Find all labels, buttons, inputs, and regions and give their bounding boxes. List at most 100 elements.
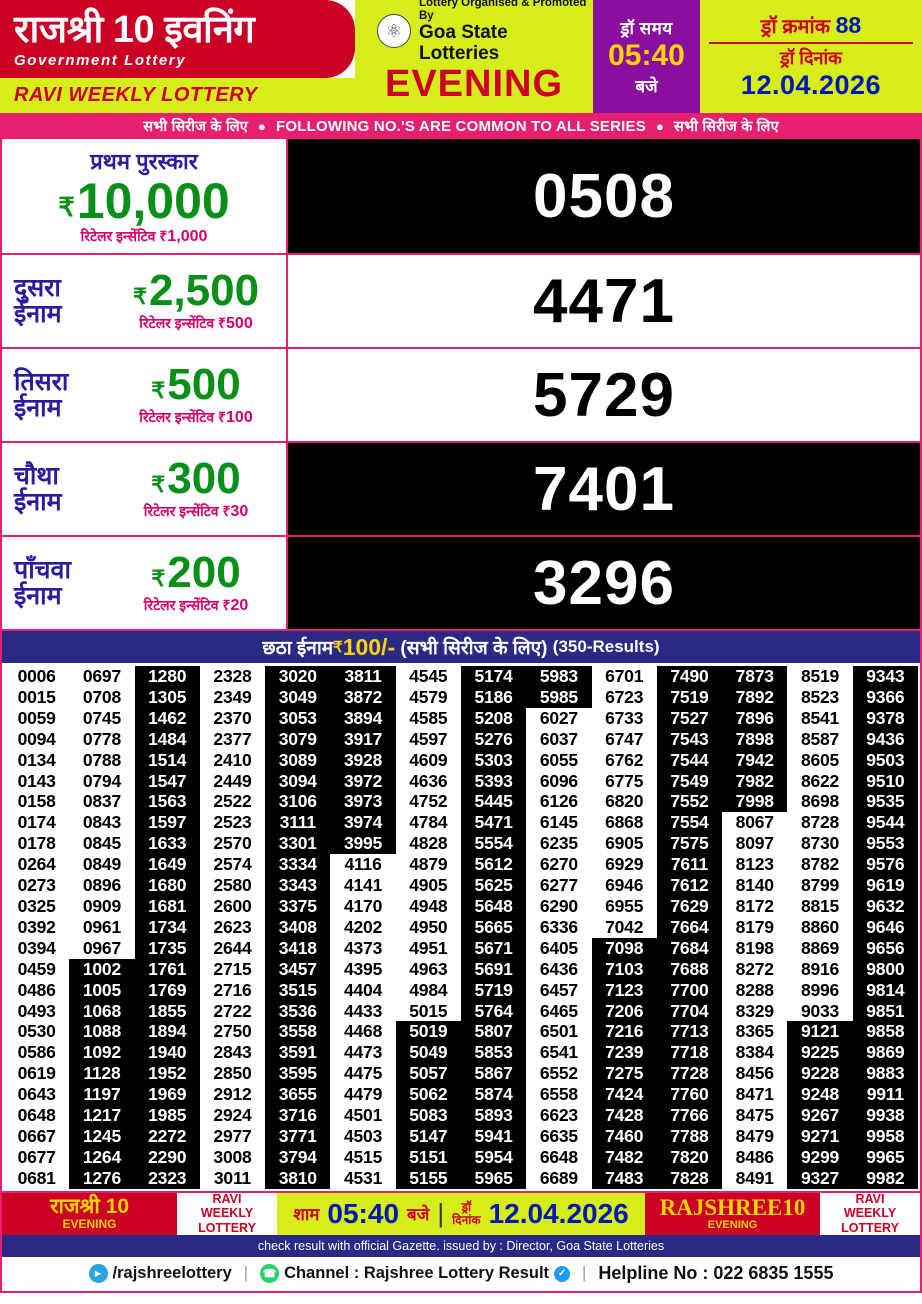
grid-number: 2600 xyxy=(199,895,266,917)
grid-number: 0493 xyxy=(4,1000,70,1022)
grid-number: 9267 xyxy=(787,1105,853,1126)
grid-number: 6868 xyxy=(591,812,657,834)
grid-number: 5083 xyxy=(395,1105,461,1126)
incentive-value: 100 xyxy=(226,409,253,426)
grid-number: 1940 xyxy=(134,1042,200,1064)
grid-number: 2644 xyxy=(199,937,266,959)
footer-date: 12.04.2026 xyxy=(488,1197,629,1229)
grid-number: 4170 xyxy=(330,895,396,917)
rupee-icon: ₹ xyxy=(333,639,343,656)
grid-number: 3053 xyxy=(265,707,331,729)
grid-number: 8491 xyxy=(722,1167,788,1189)
grid-number: 1633 xyxy=(134,833,200,855)
grid-number: 9632 xyxy=(852,895,918,917)
prize-row-fourth: चौथा ईनाम ₹300 रिटेलर इन्सेंटिव ₹30 xyxy=(2,443,920,537)
rupee-icon: ₹ xyxy=(151,566,166,591)
grid-number: 4475 xyxy=(330,1063,396,1085)
grid-number: 1197 xyxy=(69,1084,135,1106)
grid-number: 8140 xyxy=(722,875,788,896)
incentive-label: रिटेलर इन्सेंटिव xyxy=(139,315,215,331)
table-row: 0677 1264 2290 3008 3794 4515 5151 5954 6648 7482… xyxy=(4,1146,918,1168)
gazette-note: check result with official Gazette. issu… xyxy=(2,1234,920,1257)
grid-number: 5147 xyxy=(395,1125,461,1147)
grid-number: 7042 xyxy=(591,916,657,938)
grid-number: 6465 xyxy=(526,1000,592,1022)
grid-number: 9366 xyxy=(852,686,918,708)
grid-number: 1761 xyxy=(134,958,200,980)
grid-number: 9228 xyxy=(787,1063,853,1085)
grid-number: 0778 xyxy=(69,728,135,750)
grid-number: 8799 xyxy=(787,875,853,896)
grid-number: 7664 xyxy=(656,916,723,938)
grid-number: 5186 xyxy=(460,686,527,708)
prize-row-fifth: पाँचवा ईनाम ₹200 रिटेलर इन्सेंटिव ₹20 xyxy=(2,537,920,629)
grid-number: 7688 xyxy=(656,958,723,980)
draw-time-suffix: बजे xyxy=(635,76,658,96)
grid-number: 1217 xyxy=(69,1105,135,1126)
grid-number: 4531 xyxy=(330,1167,396,1189)
prize-amount: ₹10,000 xyxy=(58,176,229,226)
grid-number: 8860 xyxy=(787,916,853,938)
table-row: 0643 1197 1969 2912 3655 4479 5062 5874 6558 7424… xyxy=(4,1084,918,1106)
table-row: 0530 1088 1894 2750 3558 4468 5019 5807 6501 7216… xyxy=(4,1021,918,1043)
grid-number: 8172 xyxy=(722,895,788,917)
grid-number: 8523 xyxy=(787,686,853,708)
whatsapp-channel-link[interactable]: ☎ Channel : Rajshree Lottery Result ✓ xyxy=(260,1264,571,1284)
number-table: 0006 0697 1280 2328 3020 3811 4545 5174 5983 6701… xyxy=(4,666,918,1189)
grid-number: 4752 xyxy=(395,791,461,813)
grid-number: 3771 xyxy=(265,1125,331,1147)
grid-number: 5983 xyxy=(526,666,592,687)
prize-amount: ₹500 xyxy=(151,363,240,407)
grid-number: 1735 xyxy=(134,937,200,959)
telegram-link[interactable]: ► /rajshreelottery xyxy=(88,1264,232,1284)
rupee-icon: ₹ xyxy=(218,315,227,331)
grid-number: 1276 xyxy=(69,1167,135,1189)
grid-number: 2349 xyxy=(199,686,266,708)
grid-number: 7490 xyxy=(656,666,723,687)
table-row: 0325 0909 1681 2600 3375 4170 4948 5648 6290 6955… xyxy=(4,895,918,917)
grid-number: 1280 xyxy=(134,666,200,687)
footer-brand2-title: RAJSHREE10 xyxy=(659,1195,806,1221)
grid-number: 3301 xyxy=(265,833,331,855)
draw-time-value: 05:40 xyxy=(608,39,685,73)
grid-number: 9982 xyxy=(852,1167,918,1189)
footer-brand-left: राजश्री 10 EVENING xyxy=(2,1192,177,1235)
winning-number-cell: 7401 xyxy=(288,443,920,535)
draw-number-row: ड्रॉ क्रमांक 88 xyxy=(761,12,861,39)
grid-number: 2290 xyxy=(134,1146,200,1168)
table-row: 0178 0845 1633 2570 3301 3995 4828 5554 6235 6905… xyxy=(4,833,918,855)
grid-number: 2323 xyxy=(134,1167,200,1189)
grid-number: 1985 xyxy=(134,1105,200,1126)
rupee-icon: ₹ xyxy=(151,472,166,497)
grid-number: 5174 xyxy=(460,666,527,687)
grid-number: 3020 xyxy=(265,666,331,687)
grid-number: 5276 xyxy=(460,728,527,750)
incentive-label: रिटेलर इन्सेंटिव xyxy=(80,228,156,244)
grid-number: 0015 xyxy=(4,686,70,708)
winning-number-cell: 5729 xyxy=(288,349,920,441)
results-word: Results xyxy=(592,637,654,656)
grid-number: 2574 xyxy=(199,854,266,876)
grid-number: 4905 xyxy=(395,875,461,896)
prize-name: चौथा ईनाम xyxy=(8,462,112,516)
grid-number: 0586 xyxy=(4,1042,70,1064)
prize-name-line2: ईनाम xyxy=(14,488,62,516)
grid-number: 1264 xyxy=(69,1146,135,1168)
grid-number: 6946 xyxy=(591,875,657,896)
prize-table: प्रथम पुरस्कार ₹10,000 रिटेलर इन्सेंटिव … xyxy=(0,139,922,631)
prize-row-second: दुसरा ईनाम ₹2,500 रिटेलर इन्सेंटिव ₹500 xyxy=(2,255,920,349)
grid-number: 4950 xyxy=(395,916,461,938)
grid-number: 4395 xyxy=(330,958,396,980)
grid-number: 1597 xyxy=(134,812,200,834)
grid-number: 5303 xyxy=(460,749,527,771)
grid-number: 3716 xyxy=(265,1105,331,1126)
grid-number: 6701 xyxy=(591,666,657,687)
grid-number: 9248 xyxy=(787,1084,853,1106)
grid-number: 7892 xyxy=(722,686,788,708)
grid-number: 7728 xyxy=(656,1063,723,1085)
ravi-line3: LOTTERY xyxy=(841,1220,899,1235)
incentive-label: रिटेलर इन्सेंटिव xyxy=(143,503,219,519)
grid-number: 7713 xyxy=(656,1021,723,1043)
results-open: ( xyxy=(552,637,559,656)
